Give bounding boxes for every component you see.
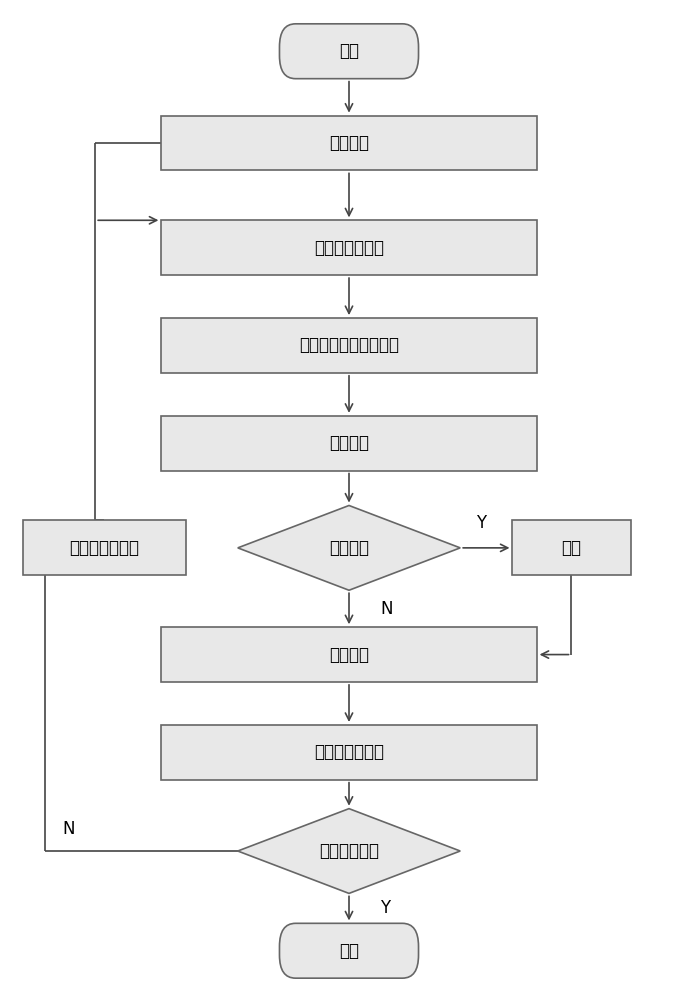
Bar: [161, 116, 537, 170]
Text: Y: Y: [476, 514, 486, 532]
Text: 开始: 开始: [339, 42, 359, 60]
FancyBboxPatch shape: [279, 923, 419, 978]
Text: 上传信息: 上传信息: [329, 646, 369, 664]
Text: Y: Y: [380, 899, 390, 917]
Bar: [161, 416, 537, 471]
Bar: [161, 725, 537, 780]
Bar: [161, 627, 537, 682]
Text: 结束: 结束: [339, 942, 359, 960]
Text: 到达一个巡检点: 到达一个巡检点: [314, 239, 384, 257]
FancyBboxPatch shape: [279, 24, 419, 79]
Bar: [161, 220, 537, 275]
Text: 摄像机传感器获取信息: 摄像机传感器获取信息: [299, 336, 399, 354]
Polygon shape: [238, 809, 460, 893]
Polygon shape: [238, 505, 460, 590]
Text: 信息处理: 信息处理: [329, 434, 369, 452]
Bar: [512, 520, 630, 575]
Text: 报警: 报警: [561, 539, 581, 557]
Bar: [22, 520, 186, 575]
Text: N: N: [63, 820, 75, 838]
Text: 路径规划: 路径规划: [329, 134, 369, 152]
Text: 当前监测点完成: 当前监测点完成: [314, 743, 384, 761]
Text: N: N: [380, 600, 393, 618]
Bar: [161, 318, 537, 373]
Text: 是否异常: 是否异常: [329, 539, 369, 557]
Text: 巡检是否完成: 巡检是否完成: [319, 842, 379, 860]
Text: 前往下一巡检点: 前往下一巡检点: [69, 539, 140, 557]
